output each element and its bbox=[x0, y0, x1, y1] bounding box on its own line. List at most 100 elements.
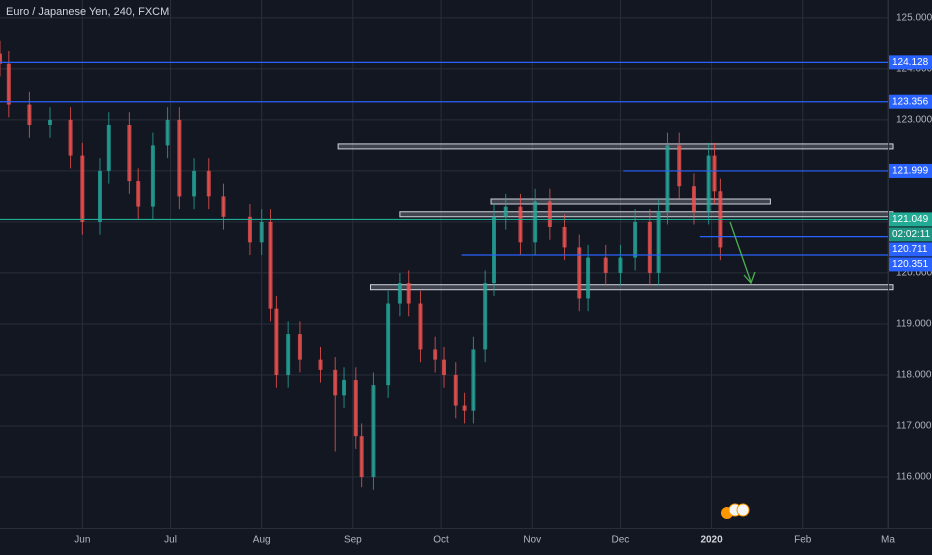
y-tick-label: 123.000 bbox=[896, 115, 932, 126]
candle-body bbox=[418, 303, 423, 350]
y-tick-label: 117.000 bbox=[896, 421, 932, 432]
x-tick-label: Jul bbox=[164, 535, 177, 546]
candle-body bbox=[274, 308, 279, 375]
candle-body bbox=[503, 206, 508, 217]
candle-body bbox=[268, 221, 273, 309]
candle-body bbox=[353, 380, 358, 437]
candle-body bbox=[677, 145, 682, 187]
candle-body bbox=[27, 104, 32, 125]
x-tick-label: Dec bbox=[612, 535, 630, 546]
price-label: 120.351 bbox=[892, 259, 929, 270]
candle-body bbox=[165, 119, 170, 146]
zone bbox=[399, 211, 894, 218]
x-tick-label: Sep bbox=[344, 535, 362, 546]
candle-body bbox=[397, 283, 402, 304]
candle-body bbox=[386, 303, 391, 386]
candle-body bbox=[665, 145, 670, 212]
candle-body bbox=[691, 186, 696, 212]
candle-body bbox=[206, 170, 211, 197]
candle-body bbox=[656, 211, 661, 273]
price-label-box bbox=[889, 94, 932, 109]
candle-body bbox=[333, 369, 338, 396]
projection-arrow bbox=[729, 221, 756, 285]
y-tick-label: 120.000 bbox=[896, 268, 932, 279]
candle-body bbox=[442, 359, 446, 375]
candle-body bbox=[221, 196, 226, 217]
candles bbox=[0, 40, 723, 490]
x-tick-label: Ma bbox=[881, 535, 895, 546]
candle-body bbox=[6, 63, 11, 105]
candle-body bbox=[471, 349, 476, 411]
y-tick-label: 118.000 bbox=[896, 370, 932, 381]
candle-body bbox=[259, 221, 264, 243]
candle-body bbox=[577, 247, 582, 299]
price-label: 124.128 bbox=[892, 57, 929, 68]
price-label: 123.356 bbox=[892, 96, 929, 107]
candle-body bbox=[371, 385, 376, 477]
candle-body bbox=[106, 124, 111, 171]
candle-body bbox=[483, 283, 488, 350]
x-tick-label: Feb bbox=[794, 535, 812, 546]
x-tick-label: Aug bbox=[253, 535, 271, 546]
price-label-box bbox=[889, 212, 932, 227]
y-tick-label: 116.000 bbox=[896, 472, 932, 483]
zone bbox=[337, 143, 894, 150]
candle-body bbox=[586, 257, 591, 299]
candle-body bbox=[286, 334, 291, 375]
candle-body bbox=[359, 436, 364, 477]
y-tick-label: 125.000 bbox=[896, 12, 932, 23]
price-label-box bbox=[889, 163, 932, 178]
price-label-box bbox=[889, 257, 932, 272]
candle-body bbox=[127, 124, 132, 182]
candle-body bbox=[177, 119, 182, 197]
candle-body bbox=[518, 206, 523, 243]
candle-body bbox=[491, 216, 496, 284]
candle-body bbox=[562, 227, 567, 248]
x-tick-label: Jun bbox=[74, 535, 90, 546]
candle-body bbox=[150, 145, 155, 207]
candle-body bbox=[706, 155, 711, 212]
candle-body bbox=[0, 53, 2, 64]
candle-body bbox=[136, 181, 141, 207]
price-label: 120.711 bbox=[892, 244, 928, 255]
candle-body bbox=[547, 201, 552, 228]
candle-body bbox=[433, 349, 438, 360]
candle-body bbox=[406, 283, 411, 304]
x-tick-label: 2020 bbox=[700, 535, 723, 546]
candle-body bbox=[47, 119, 52, 125]
candle-body bbox=[342, 380, 347, 396]
candle-body bbox=[97, 170, 102, 222]
zone bbox=[490, 198, 771, 205]
candle-body bbox=[618, 257, 623, 273]
candle-body bbox=[192, 170, 197, 197]
candle-body bbox=[247, 216, 252, 243]
zones bbox=[337, 143, 894, 291]
candle-body bbox=[603, 257, 608, 273]
candle-body bbox=[633, 221, 638, 258]
countdown-label: 02:02:11 bbox=[892, 229, 931, 240]
countdown-box bbox=[889, 227, 932, 242]
candle-body bbox=[80, 155, 85, 222]
candle-body bbox=[533, 201, 538, 243]
axes: 116.000 117.000 118.000 119.000 120.000 121.0… bbox=[74, 12, 932, 546]
x-tick-label: Oct bbox=[433, 535, 449, 546]
levels bbox=[0, 61, 888, 256]
candle-body bbox=[297, 334, 302, 360]
price-label-box bbox=[889, 242, 932, 257]
price-label: 121.049 bbox=[892, 214, 929, 225]
arrow-shaft bbox=[729, 221, 752, 283]
candle-body bbox=[647, 221, 652, 273]
price-label-box bbox=[889, 55, 932, 70]
candle-body bbox=[68, 119, 73, 156]
zone bbox=[369, 284, 894, 291]
event-icons[interactable] bbox=[721, 503, 750, 519]
arrow-head bbox=[743, 271, 756, 285]
event-icon[interactable] bbox=[736, 503, 750, 517]
price-label: 121.999 bbox=[892, 166, 929, 177]
chart-title: Euro / Japanese Yen, 240, FXCM bbox=[6, 6, 169, 18]
grid bbox=[0, 0, 889, 528]
x-tick-label: Nov bbox=[523, 535, 541, 546]
